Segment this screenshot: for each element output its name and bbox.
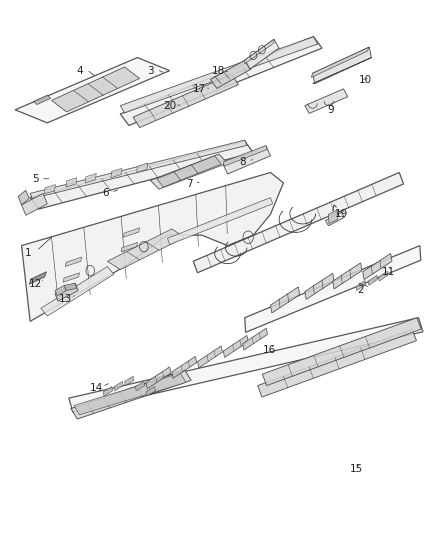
Polygon shape <box>271 287 300 313</box>
Polygon shape <box>63 273 79 282</box>
Polygon shape <box>69 318 423 412</box>
Text: 16: 16 <box>263 345 276 355</box>
Polygon shape <box>223 335 248 358</box>
Polygon shape <box>223 146 267 166</box>
Polygon shape <box>41 266 114 316</box>
Text: 9: 9 <box>327 105 334 115</box>
Polygon shape <box>64 283 77 290</box>
Polygon shape <box>121 243 138 252</box>
Polygon shape <box>52 67 140 112</box>
Text: 14: 14 <box>90 383 103 393</box>
Polygon shape <box>21 173 283 321</box>
Polygon shape <box>29 272 46 284</box>
Polygon shape <box>66 177 77 187</box>
Polygon shape <box>313 47 371 84</box>
Text: 8: 8 <box>239 157 246 167</box>
Polygon shape <box>146 367 171 389</box>
Polygon shape <box>193 173 403 273</box>
Polygon shape <box>55 283 78 301</box>
Polygon shape <box>157 156 221 187</box>
Text: 6: 6 <box>102 188 109 198</box>
Polygon shape <box>363 254 392 280</box>
Text: 17: 17 <box>193 84 206 94</box>
Text: 11: 11 <box>382 266 395 277</box>
Text: 12: 12 <box>28 279 42 289</box>
Polygon shape <box>44 184 56 194</box>
Polygon shape <box>30 140 247 199</box>
Polygon shape <box>368 276 378 285</box>
Polygon shape <box>357 280 365 290</box>
Polygon shape <box>114 382 123 391</box>
Text: 2: 2 <box>357 285 364 295</box>
Polygon shape <box>103 386 113 396</box>
Polygon shape <box>15 58 170 123</box>
Polygon shape <box>55 285 67 296</box>
Polygon shape <box>65 257 81 266</box>
Polygon shape <box>120 37 318 113</box>
Polygon shape <box>325 212 344 226</box>
Text: 1: 1 <box>25 248 31 259</box>
Polygon shape <box>245 39 274 64</box>
Polygon shape <box>379 271 388 281</box>
Polygon shape <box>133 74 238 127</box>
Text: 18: 18 <box>212 66 225 76</box>
Polygon shape <box>328 210 337 224</box>
Polygon shape <box>21 193 47 215</box>
Polygon shape <box>210 60 251 88</box>
Polygon shape <box>34 95 51 104</box>
Polygon shape <box>245 246 421 332</box>
Text: 3: 3 <box>147 66 154 76</box>
Polygon shape <box>223 147 271 174</box>
Text: 20: 20 <box>163 101 176 111</box>
Polygon shape <box>135 382 145 391</box>
Polygon shape <box>18 190 29 205</box>
Text: 13: 13 <box>59 294 72 304</box>
Polygon shape <box>311 47 369 77</box>
Polygon shape <box>120 37 322 125</box>
Polygon shape <box>107 229 185 270</box>
Polygon shape <box>172 357 197 378</box>
Text: 4: 4 <box>76 66 83 76</box>
Polygon shape <box>30 141 253 209</box>
Polygon shape <box>123 228 140 237</box>
Polygon shape <box>262 318 421 385</box>
Polygon shape <box>85 174 96 183</box>
Polygon shape <box>305 273 334 300</box>
Polygon shape <box>198 346 223 368</box>
Polygon shape <box>258 329 417 397</box>
Polygon shape <box>243 328 268 350</box>
Polygon shape <box>146 386 155 396</box>
Polygon shape <box>167 198 272 245</box>
Polygon shape <box>313 58 371 84</box>
Text: 10: 10 <box>358 75 371 85</box>
Polygon shape <box>71 370 191 419</box>
Polygon shape <box>137 163 148 173</box>
Text: 15: 15 <box>350 464 363 474</box>
Polygon shape <box>74 373 186 415</box>
Text: 7: 7 <box>186 179 192 189</box>
Polygon shape <box>124 376 134 385</box>
Text: 5: 5 <box>32 174 39 184</box>
Polygon shape <box>111 168 122 177</box>
Text: 19: 19 <box>335 209 348 219</box>
Polygon shape <box>333 263 362 289</box>
Polygon shape <box>150 154 228 189</box>
Polygon shape <box>305 89 348 114</box>
Polygon shape <box>245 39 279 69</box>
